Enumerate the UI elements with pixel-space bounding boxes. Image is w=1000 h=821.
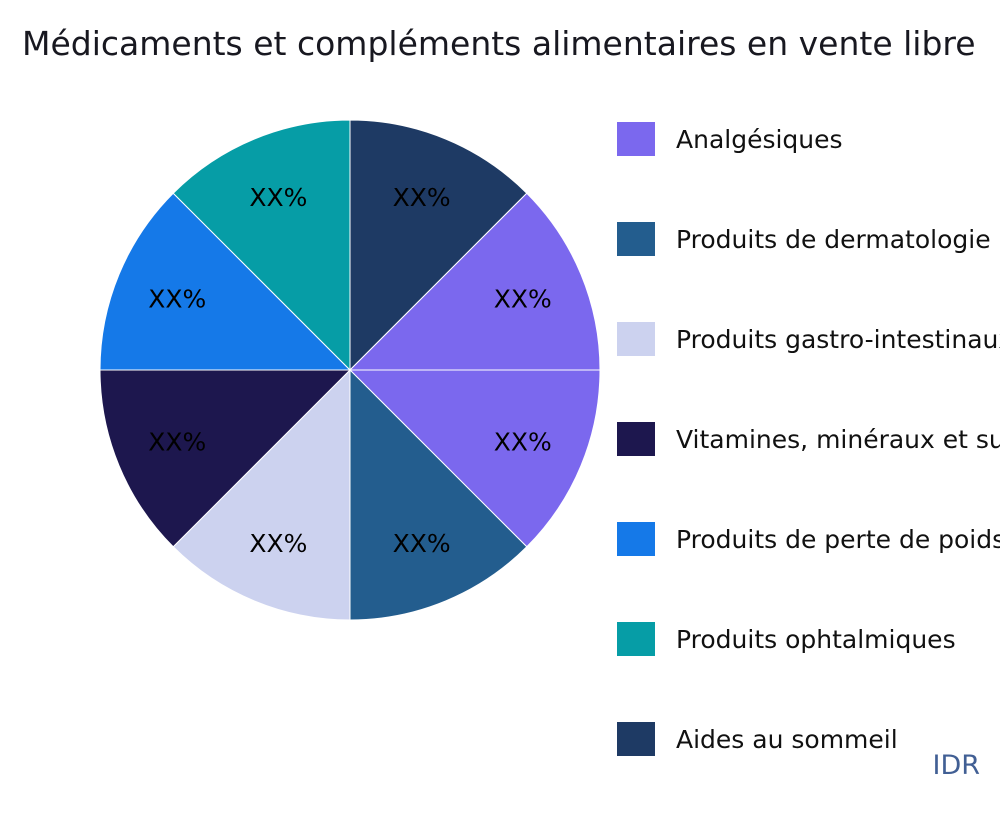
legend-label: Vitamines, minéraux et suppléments: [676, 424, 1000, 454]
legend-item: Aides au sommeil: [617, 721, 1000, 757]
pie-percent-label: XX%: [494, 428, 552, 457]
legend: Analgésiques Produits de dermatologie Pr…: [617, 121, 1000, 821]
legend-swatch: [617, 722, 655, 756]
legend-label: Produits gastro-intestinaux: [676, 324, 1000, 354]
pie-slice: [349, 368, 528, 621]
legend-label: Aides au sommeil: [676, 724, 898, 754]
pie-percent-label: XX%: [494, 284, 552, 313]
legend-item: Analgésiques: [617, 121, 1000, 157]
pie-percent-label: XX%: [249, 529, 307, 558]
legend-label: Analgésiques: [676, 124, 843, 154]
pie-slice: [348, 369, 601, 548]
legend-item: Vitamines, minéraux et suppléments: [617, 421, 1000, 457]
pie-slice: [99, 369, 352, 548]
pie-slice: [349, 119, 528, 372]
legend-swatch: [617, 622, 655, 656]
legend-swatch: [617, 122, 655, 156]
pie-slice: [348, 192, 601, 371]
pie-slice: [172, 368, 351, 621]
legend-item: Produits de dermatologie: [617, 221, 1000, 257]
legend-item: Produits gastro-intestinaux: [617, 321, 1000, 357]
legend-label: Produits de perte de poids: [676, 524, 1000, 554]
legend-label: Produits de dermatologie: [676, 224, 991, 254]
legend-swatch: [617, 522, 655, 556]
pie-slice: [99, 192, 352, 371]
pie-percent-label: XX%: [249, 183, 307, 212]
pie-percent-label: XX%: [148, 428, 206, 457]
pie-chart: XX% XX% XX% XX% XX% XX% XX% XX%: [99, 119, 601, 621]
legend-item: Produits de perte de poids: [617, 521, 1000, 557]
pie-percent-label: XX%: [148, 284, 206, 313]
chart-title: Médicaments et compléments alimentaires …: [22, 24, 976, 63]
legend-swatch: [617, 222, 655, 256]
legend-item: Produits ophtalmiques: [617, 621, 1000, 657]
legend-swatch: [617, 322, 655, 356]
pie-svg: XX% XX% XX% XX% XX% XX% XX% XX%: [99, 119, 601, 621]
pie-percent-label: XX%: [393, 183, 451, 212]
pie-percent-label: XX%: [393, 529, 451, 558]
chart-canvas: { "chart_data": { "type": "pie", "title"…: [22, 24, 1000, 781]
pie-slice: [172, 119, 351, 372]
legend-label: Produits ophtalmiques: [676, 624, 956, 654]
legend-swatch: [617, 422, 655, 456]
watermark: IDR: [932, 750, 980, 781]
